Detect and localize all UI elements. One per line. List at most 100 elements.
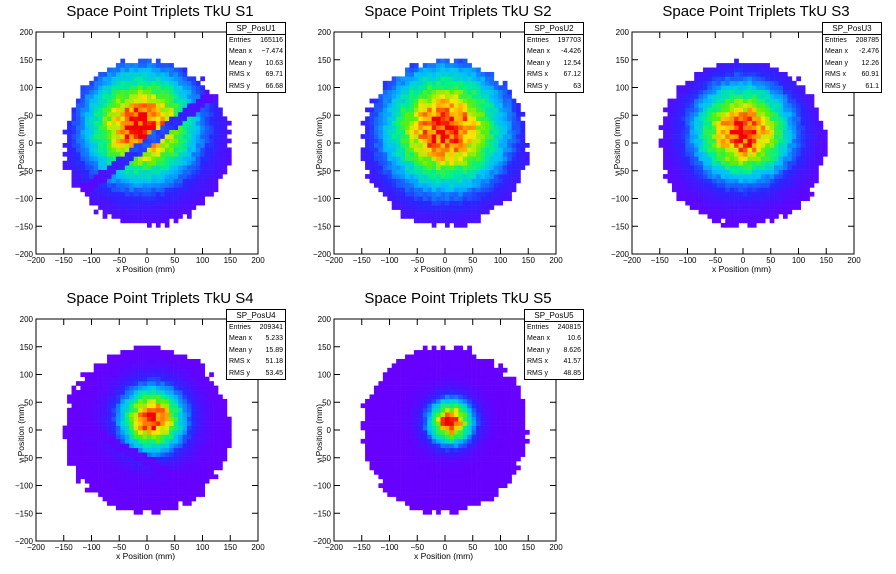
heatmap-bin [209, 156, 214, 162]
heatmap-bin [84, 394, 90, 400]
heatmap-bin [738, 200, 744, 206]
heatmap-bin [484, 196, 490, 202]
heatmap-bin [93, 474, 99, 480]
heatmap-bin [809, 94, 815, 99]
heatmap-bin [449, 98, 455, 104]
heatmap-bin [467, 63, 472, 68]
heatmap-bin [365, 165, 370, 170]
heatmap-bin [391, 438, 397, 444]
heatmap-bin [138, 465, 143, 471]
heatmap-bin [667, 174, 673, 179]
heatmap-bin [222, 421, 228, 426]
heatmap-bin [409, 196, 415, 202]
heatmap-bin [124, 116, 130, 122]
heatmap-bin [391, 483, 397, 489]
heatmap-bin [200, 421, 206, 426]
heatmap-bin [160, 138, 166, 144]
heatmap-bin [133, 71, 139, 77]
heatmap-bin [378, 447, 384, 453]
stats-label: Mean y [527, 59, 550, 67]
heatmap-bin [747, 129, 753, 135]
heatmap-bin [663, 160, 668, 166]
heatmap-bin [805, 107, 810, 113]
heatmap-bin [729, 160, 735, 166]
heatmap-bin [84, 469, 90, 475]
heatmap-bin [98, 469, 103, 475]
heatmap-bin [382, 398, 388, 404]
heatmap-bin [142, 209, 148, 215]
heatmap-bin [142, 107, 148, 113]
heatmap-bin [169, 363, 174, 369]
heatmap-bin [142, 191, 148, 197]
heatmap-bin [218, 165, 223, 170]
heatmap-bin [111, 169, 117, 175]
heatmap-bin [80, 465, 86, 471]
heatmap-bin [365, 434, 370, 440]
heatmap-bin [133, 354, 139, 360]
heatmap-bin [120, 478, 126, 484]
heatmap-bin [120, 456, 126, 462]
heatmap-bin [209, 425, 214, 431]
heatmap-bin [169, 501, 174, 506]
heatmap-bin [720, 111, 726, 117]
heatmap-bin [502, 178, 508, 184]
heatmap-bin [160, 452, 166, 457]
heatmap-bin [71, 443, 77, 449]
heatmap-bin [498, 151, 504, 157]
heatmap-bin [387, 492, 393, 497]
heatmap-bin [147, 214, 152, 219]
heatmap-bin [707, 187, 713, 193]
heatmap-bin [151, 372, 157, 378]
heatmap-bin [120, 76, 126, 82]
stats-label: Mean x [229, 335, 252, 343]
heatmap-bin [164, 469, 170, 475]
heatmap-bin [164, 434, 170, 440]
heatmap-bin [115, 94, 121, 99]
heatmap-bin [720, 200, 726, 206]
heatmap-bin [391, 196, 397, 202]
heatmap-bin [405, 98, 410, 104]
heatmap-bin [204, 156, 210, 162]
heatmap-bin [782, 103, 788, 108]
heatmap-bin [484, 178, 490, 184]
heatmap-bin [440, 58, 446, 64]
heatmap-bin [782, 178, 788, 184]
heatmap-bin [671, 187, 677, 193]
heatmap-bin [685, 89, 691, 95]
heatmap-bin [387, 452, 393, 457]
y-axis-label: y Position (mm) [16, 116, 26, 176]
stats-value: 15.89 [265, 346, 283, 354]
heatmap-bin [756, 178, 762, 184]
heatmap-bin [493, 103, 499, 108]
heatmap-bin [173, 187, 179, 193]
heatmap-bin [129, 120, 134, 126]
heatmap-bin [178, 358, 183, 364]
heatmap-bin [71, 398, 77, 404]
heatmap-bin [147, 160, 152, 166]
heatmap-bin [409, 492, 415, 497]
heatmap-bin [160, 363, 166, 369]
heatmap-bin [382, 89, 388, 95]
heatmap-bin [124, 138, 130, 144]
heatmap-bin [409, 89, 415, 95]
heatmap-bin [195, 120, 201, 126]
heatmap-bin [222, 430, 228, 435]
heatmap-bin [84, 452, 90, 457]
heatmap-bin [360, 134, 366, 139]
heatmap-bin [493, 138, 499, 144]
heatmap-bin [765, 63, 770, 68]
heatmap-bin [449, 182, 455, 188]
heatmap-bin [462, 147, 468, 153]
heatmap-bin [743, 151, 748, 157]
heatmap-bin [373, 456, 379, 462]
heatmap-bin [71, 129, 77, 135]
heatmap-bin [382, 456, 388, 462]
heatmap-bin [440, 182, 446, 188]
heatmap-bin [107, 403, 112, 409]
heatmap-bin [689, 147, 695, 153]
heatmap-bin [427, 111, 432, 117]
heatmap-bin [480, 120, 486, 126]
heatmap-bin [89, 469, 95, 475]
heatmap-bin [107, 138, 112, 144]
heatmap-bin [796, 98, 802, 104]
